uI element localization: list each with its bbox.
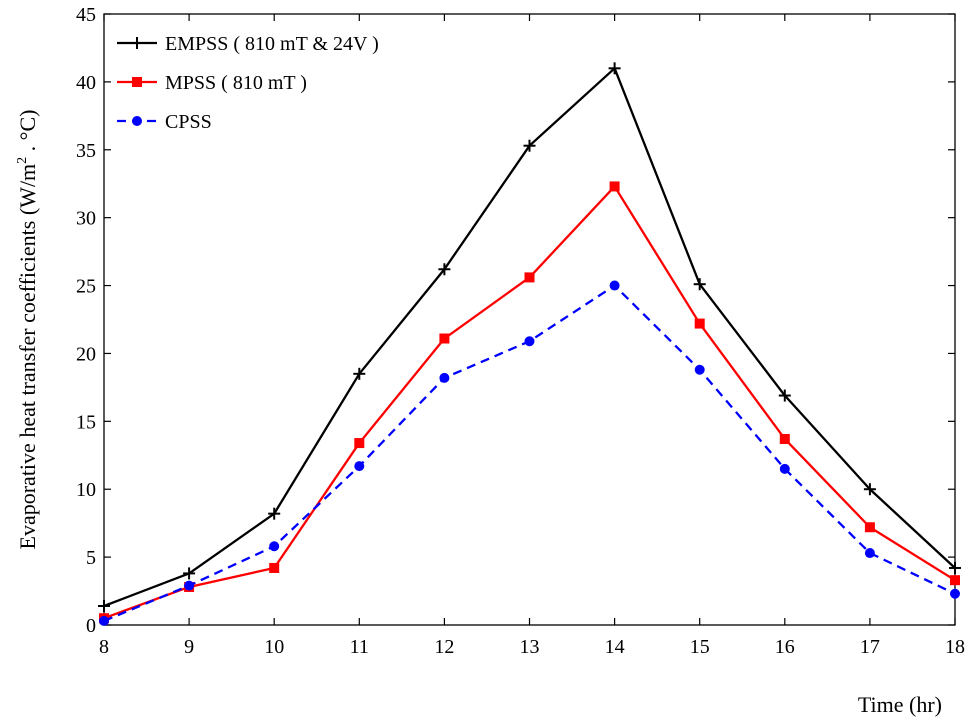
legend: EMPSS ( 810 mT & 24V ) MPSS ( 810 mT ) CPS… [117,33,379,133]
series-line [103,284,956,622]
data-point [439,372,450,383]
y-tick-label: 35 [76,140,96,162]
data-point [524,336,535,347]
y-tick-label: 20 [76,343,96,365]
data-point [184,580,195,591]
data-point [268,507,281,520]
x-tick-label: 14 [605,636,625,658]
data-point [609,181,620,192]
data-point [523,139,536,152]
data-point [863,483,876,496]
data-point [779,433,790,444]
y-axis-title-superscript: 2 [15,157,30,164]
data-point [98,599,110,612]
legend-label: MPSS ( 810 mT ) [165,72,307,94]
data-point [524,272,535,283]
y-tick-label: 0 [86,615,96,637]
data-point [694,364,705,375]
legend-marker [132,77,142,87]
data-point [778,389,791,402]
legend-label: EMPSS ( 810 mT & 24V ) [165,33,379,55]
data-point [609,280,620,291]
data-point [354,438,365,449]
series-3 [99,280,960,626]
y-tick-label: 25 [76,276,96,298]
axis-ticks: 8 9 10 11 12 13 14 15 16 17 18 0 5 10 15 20 25 30 35 40 45 [76,4,965,658]
legend-marker [132,116,142,126]
data-point [353,367,366,380]
x-tick-label: 9 [184,636,194,658]
data-point [864,522,875,533]
data-point [438,263,451,276]
y-axis-title-tail: . °C) [15,110,40,157]
x-tick-label: 15 [690,636,710,658]
y-axis-title: Evaporative heat transfer coefficients (… [15,110,40,550]
y-tick-label: 5 [86,547,96,569]
x-tick-label: 11 [350,636,369,658]
data-point [354,461,365,472]
x-tick-label: 17 [860,636,880,658]
y-tick-label: 45 [76,4,96,26]
x-tick-label: 10 [264,636,284,658]
legend-marker [131,37,143,49]
y-tick-label: 15 [76,411,96,433]
data-point [779,463,790,474]
data-point [693,278,706,291]
series-group [98,62,961,626]
x-tick-label: 16 [775,636,795,658]
series-1 [98,62,961,612]
x-tick-label: 8 [99,636,109,658]
x-tick-label: 12 [434,636,454,658]
legend-entry: CPSS [117,111,212,133]
data-point [439,333,450,344]
plot-frame [103,13,956,626]
data-point [183,567,196,580]
data-point [950,588,960,599]
data-point [864,548,875,559]
data-point [694,318,705,329]
y-axis-title-main: Evaporative heat transfer coefficients (… [15,164,40,550]
legend-entry: MPSS ( 810 mT ) [117,72,307,94]
y-tick-label: 30 [76,208,96,230]
data-point [269,562,280,573]
data-point [608,62,621,75]
data-point [269,541,280,552]
x-tick-label: 18 [945,636,965,658]
y-tick-label: 10 [76,479,96,501]
data-point [99,615,109,626]
x-axis-title: Time (hr) [858,692,942,717]
legend-entry: EMPSS ( 810 mT & 24V ) [117,33,379,55]
legend-label: CPSS [165,111,212,133]
plot-area [103,13,956,626]
data-point [949,561,961,574]
data-point [950,575,960,586]
series-2 [99,181,960,624]
x-tick-label: 13 [520,636,540,658]
series-line [103,185,956,620]
y-tick-label: 40 [76,72,96,94]
